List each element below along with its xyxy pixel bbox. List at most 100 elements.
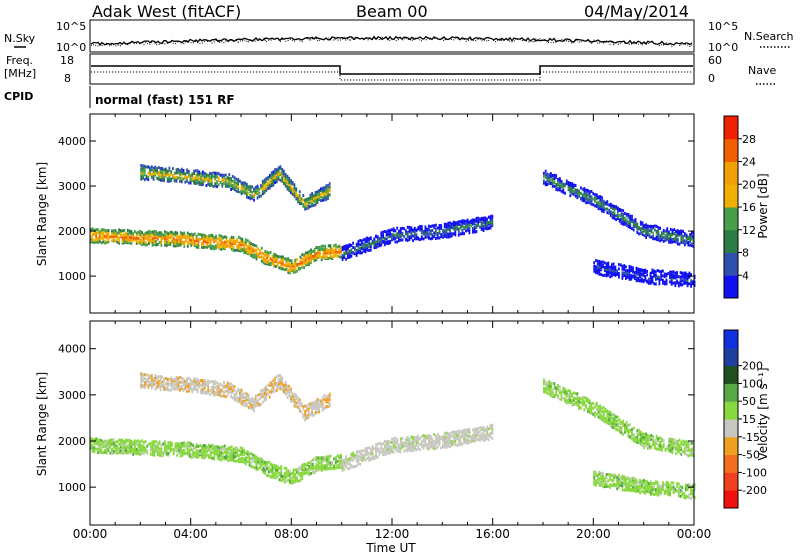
- echo-cell: [618, 485, 620, 489]
- echo-cell: [267, 251, 270, 255]
- echo-cell: [282, 258, 284, 262]
- echo-cell: [217, 176, 220, 180]
- echo-cell: [440, 226, 443, 230]
- echo-cell: [555, 184, 558, 188]
- echo-cell: [192, 453, 194, 457]
- echo-cell: [595, 407, 598, 411]
- echo-cell: [243, 448, 246, 452]
- echo-cell: [603, 273, 606, 277]
- echo-cell: [121, 451, 124, 455]
- echo-cell: [417, 434, 420, 438]
- echo-cell: [565, 182, 568, 186]
- echo-cell: [207, 173, 210, 177]
- echo-cell: [163, 387, 165, 391]
- echo-cell: [320, 192, 322, 196]
- echo-cell: [420, 231, 423, 235]
- echo-cell: [401, 233, 404, 237]
- echo-cell: [273, 255, 275, 259]
- echo-cell: [614, 267, 617, 271]
- echo-cell: [152, 380, 155, 384]
- echo-cell: [180, 376, 183, 380]
- echo-cell: [320, 404, 322, 408]
- echo-cell: [628, 267, 631, 271]
- echo-cell: [179, 176, 181, 180]
- echo-cell: [491, 221, 494, 225]
- echo-cell: [457, 431, 460, 435]
- echo-cell: [325, 395, 328, 399]
- echo-cell: [130, 447, 133, 451]
- echo-cell: [659, 234, 662, 238]
- echo-cell: [203, 386, 206, 390]
- echo-cell: [111, 229, 113, 233]
- echo-cell: [224, 173, 227, 177]
- echo-cell: [287, 268, 290, 272]
- echo-cell: [147, 376, 150, 380]
- echo-cell: [311, 202, 313, 206]
- echo-cell: [355, 251, 358, 255]
- echo-cell: [318, 410, 321, 414]
- echo-cell: [621, 488, 624, 492]
- echo-cell: [641, 440, 644, 444]
- echo-cell: [215, 234, 217, 238]
- echo-cell: [130, 440, 133, 443]
- echo-cell: [380, 243, 383, 247]
- echo-cell: [304, 202, 306, 206]
- echo-cell: [217, 383, 220, 386]
- echo-cell: [598, 483, 601, 487]
- echo-cell: [593, 470, 596, 474]
- echo-cell: [206, 240, 209, 244]
- echo-cell: [672, 273, 675, 277]
- echo-cell: [150, 168, 153, 172]
- echo-cell: [277, 382, 280, 386]
- echo-cell: [142, 236, 145, 240]
- echo-cell: [466, 225, 469, 229]
- echo-cell: [159, 381, 162, 385]
- echo-cell: [300, 404, 303, 407]
- echo-cell: [408, 443, 411, 447]
- echo-cell: [202, 444, 205, 448]
- echo-cell: [375, 443, 377, 447]
- echo-cell: [198, 172, 201, 176]
- echo-cell: [383, 243, 386, 247]
- echo-cell: [226, 182, 229, 186]
- echo-cell: [385, 444, 388, 448]
- echo-cell: [666, 227, 669, 231]
- echo-cell: [340, 251, 342, 255]
- echo-cell: [629, 222, 632, 226]
- echo-cell: [145, 165, 148, 169]
- echo-cell: [200, 175, 202, 179]
- echo-cell: [249, 194, 252, 197]
- echo-cell: [679, 275, 682, 279]
- echo-cell: [631, 433, 633, 437]
- echo-cell: [177, 380, 180, 384]
- echo-cell: [639, 275, 641, 278]
- echo-cell: [178, 242, 180, 246]
- echo-cell: [350, 254, 353, 258]
- echo-cell: [201, 233, 203, 237]
- echo-cell: [245, 451, 247, 455]
- echo-cell: [456, 221, 458, 225]
- echo-cell: [424, 443, 427, 447]
- echo-cell: [371, 445, 374, 448]
- echo-cell: [325, 189, 328, 193]
- echo-cell: [359, 452, 362, 456]
- echo-cell: [253, 404, 255, 408]
- echo-cell: [553, 393, 556, 397]
- echo-cell: [290, 268, 293, 272]
- echo-cell: [327, 467, 330, 471]
- echo-cell: [398, 447, 400, 451]
- echo-cell: [243, 245, 246, 249]
- echo-cell: [428, 439, 430, 443]
- echo-cell: [139, 447, 142, 451]
- echo-cell: [172, 240, 175, 244]
- echo-cell: [316, 406, 319, 410]
- echo-cell: [264, 463, 267, 467]
- echo-cell: [247, 188, 250, 191]
- colorbar-tick-label: 20: [742, 178, 756, 191]
- echo-cell: [140, 385, 143, 389]
- echo-cell: [622, 422, 625, 426]
- echo-cell: [116, 444, 119, 448]
- echo-cell: [231, 386, 234, 390]
- echo-cell: [670, 275, 673, 279]
- echo-cell: [213, 457, 216, 461]
